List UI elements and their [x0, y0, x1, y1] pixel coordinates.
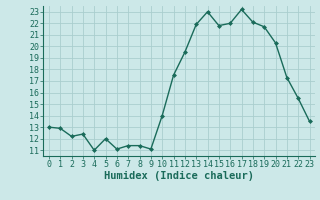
- X-axis label: Humidex (Indice chaleur): Humidex (Indice chaleur): [104, 171, 254, 181]
